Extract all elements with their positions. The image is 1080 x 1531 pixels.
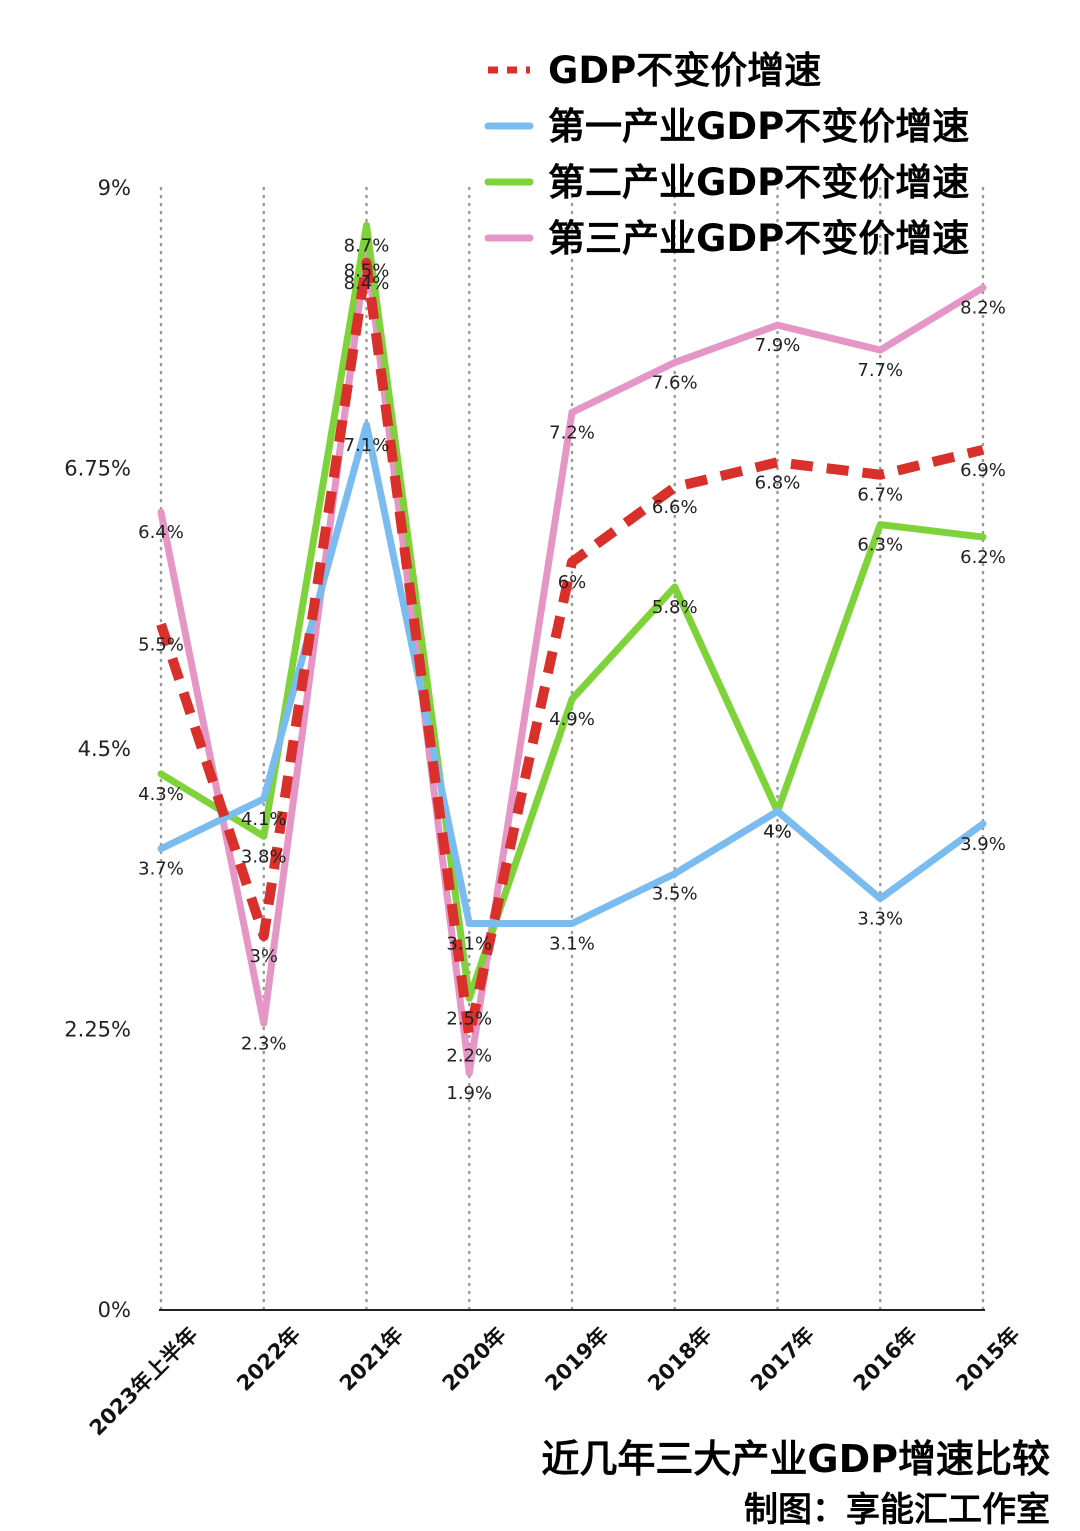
data-label: 3% (249, 946, 278, 967)
x-tick-label: 2020年 (438, 1323, 511, 1396)
data-label: 6.7% (857, 485, 903, 506)
data-label: 2.2% (446, 1046, 492, 1067)
data-label: 3.1% (549, 934, 595, 955)
grid (159, 186, 985, 1312)
chart-credit: 制图：享能汇工作室 (744, 1490, 1050, 1530)
data-label: 6.3% (857, 535, 903, 556)
data-label: 6.6% (652, 497, 698, 518)
series-line (156, 257, 985, 1041)
data-label: 2.3% (241, 1033, 287, 1054)
data-label: 8.4% (344, 273, 390, 294)
series-lines (156, 221, 987, 1077)
data-label: 3.1% (446, 934, 492, 955)
data-label: 6.8% (755, 472, 801, 493)
data-label: 4.9% (549, 709, 595, 730)
data-label: 3.9% (960, 834, 1006, 855)
data-label: 1.9% (446, 1083, 492, 1104)
legend-label: 第一产业GDP不变价增速 (548, 105, 969, 148)
series-line (157, 421, 987, 928)
x-tick-label: 2022年 (232, 1323, 305, 1396)
data-label: 4.1% (241, 809, 287, 830)
series-line (157, 246, 987, 1077)
data-label: 3.3% (857, 909, 903, 930)
data-label: 3.5% (652, 884, 698, 905)
legend-label: 第二产业GDP不变价增速 (548, 161, 969, 204)
series-line (157, 221, 987, 1002)
legend-label: GDP不变价增速 (548, 49, 821, 92)
data-label: 2.5% (446, 1008, 492, 1029)
data-label: 6% (558, 572, 587, 593)
x-tick-label: 2015年 (951, 1323, 1024, 1396)
x-tick-label: 2017年 (746, 1323, 819, 1396)
data-label: 8.2% (960, 298, 1006, 319)
y-tick-label: 4.5% (78, 737, 131, 761)
x-tick-label: 2018年 (643, 1323, 716, 1396)
data-label: 7.6% (652, 373, 698, 394)
data-label: 7.2% (549, 422, 595, 443)
legend: GDP不变价增速第一产业GDP不变价增速第二产业GDP不变价增速第三产业GDP不… (484, 49, 969, 260)
x-axis-ticks: 2023年上半年 2022年 2021年 2020年 2019年 2018年 2017年 20… (85, 1323, 1025, 1441)
y-tick-label: 0% (98, 1298, 131, 1322)
data-label: 3.8% (241, 846, 287, 867)
data-label: 3.7% (138, 859, 184, 880)
data-label: 8.5% (344, 260, 390, 281)
x-tick-label: 2019年 (540, 1323, 613, 1396)
data-label: 6.9% (960, 460, 1006, 481)
data-label: 6.4% (138, 522, 184, 543)
y-axis-ticks: 0% 2.25% 4.5% 6.75% 9% (64, 176, 131, 1322)
data-label: 4.3% (138, 784, 184, 805)
x-tick-label: 2016年 (849, 1323, 922, 1396)
data-label: 5.8% (652, 597, 698, 618)
data-label: 6.2% (960, 547, 1006, 568)
y-tick-label: 9% (98, 176, 131, 200)
legend-label: 第三产业GDP不变价增速 (548, 217, 969, 260)
data-label: 5.5% (138, 634, 184, 655)
data-labels: 5.5% 3% 8.4% 2.2% 6% 6.6% 6.8% 6.7% 6.9% 3.7% 4.1%… (138, 235, 1006, 1104)
data-label: 7.9% (755, 335, 801, 356)
y-tick-label: 2.25% (64, 1018, 131, 1042)
chart-title: 近几年三大产业GDP增速比较 (541, 1437, 1050, 1481)
x-tick-label: 2021年 (335, 1323, 408, 1396)
x-tick-label: 2023年上半年 (85, 1323, 203, 1441)
data-label: 8.7% (344, 235, 390, 256)
data-label: 4% (763, 821, 792, 842)
y-tick-label: 6.75% (64, 457, 131, 481)
data-label: 4% (763, 821, 792, 842)
data-label: 7.7% (857, 360, 903, 381)
data-label: 7.1% (344, 435, 390, 456)
